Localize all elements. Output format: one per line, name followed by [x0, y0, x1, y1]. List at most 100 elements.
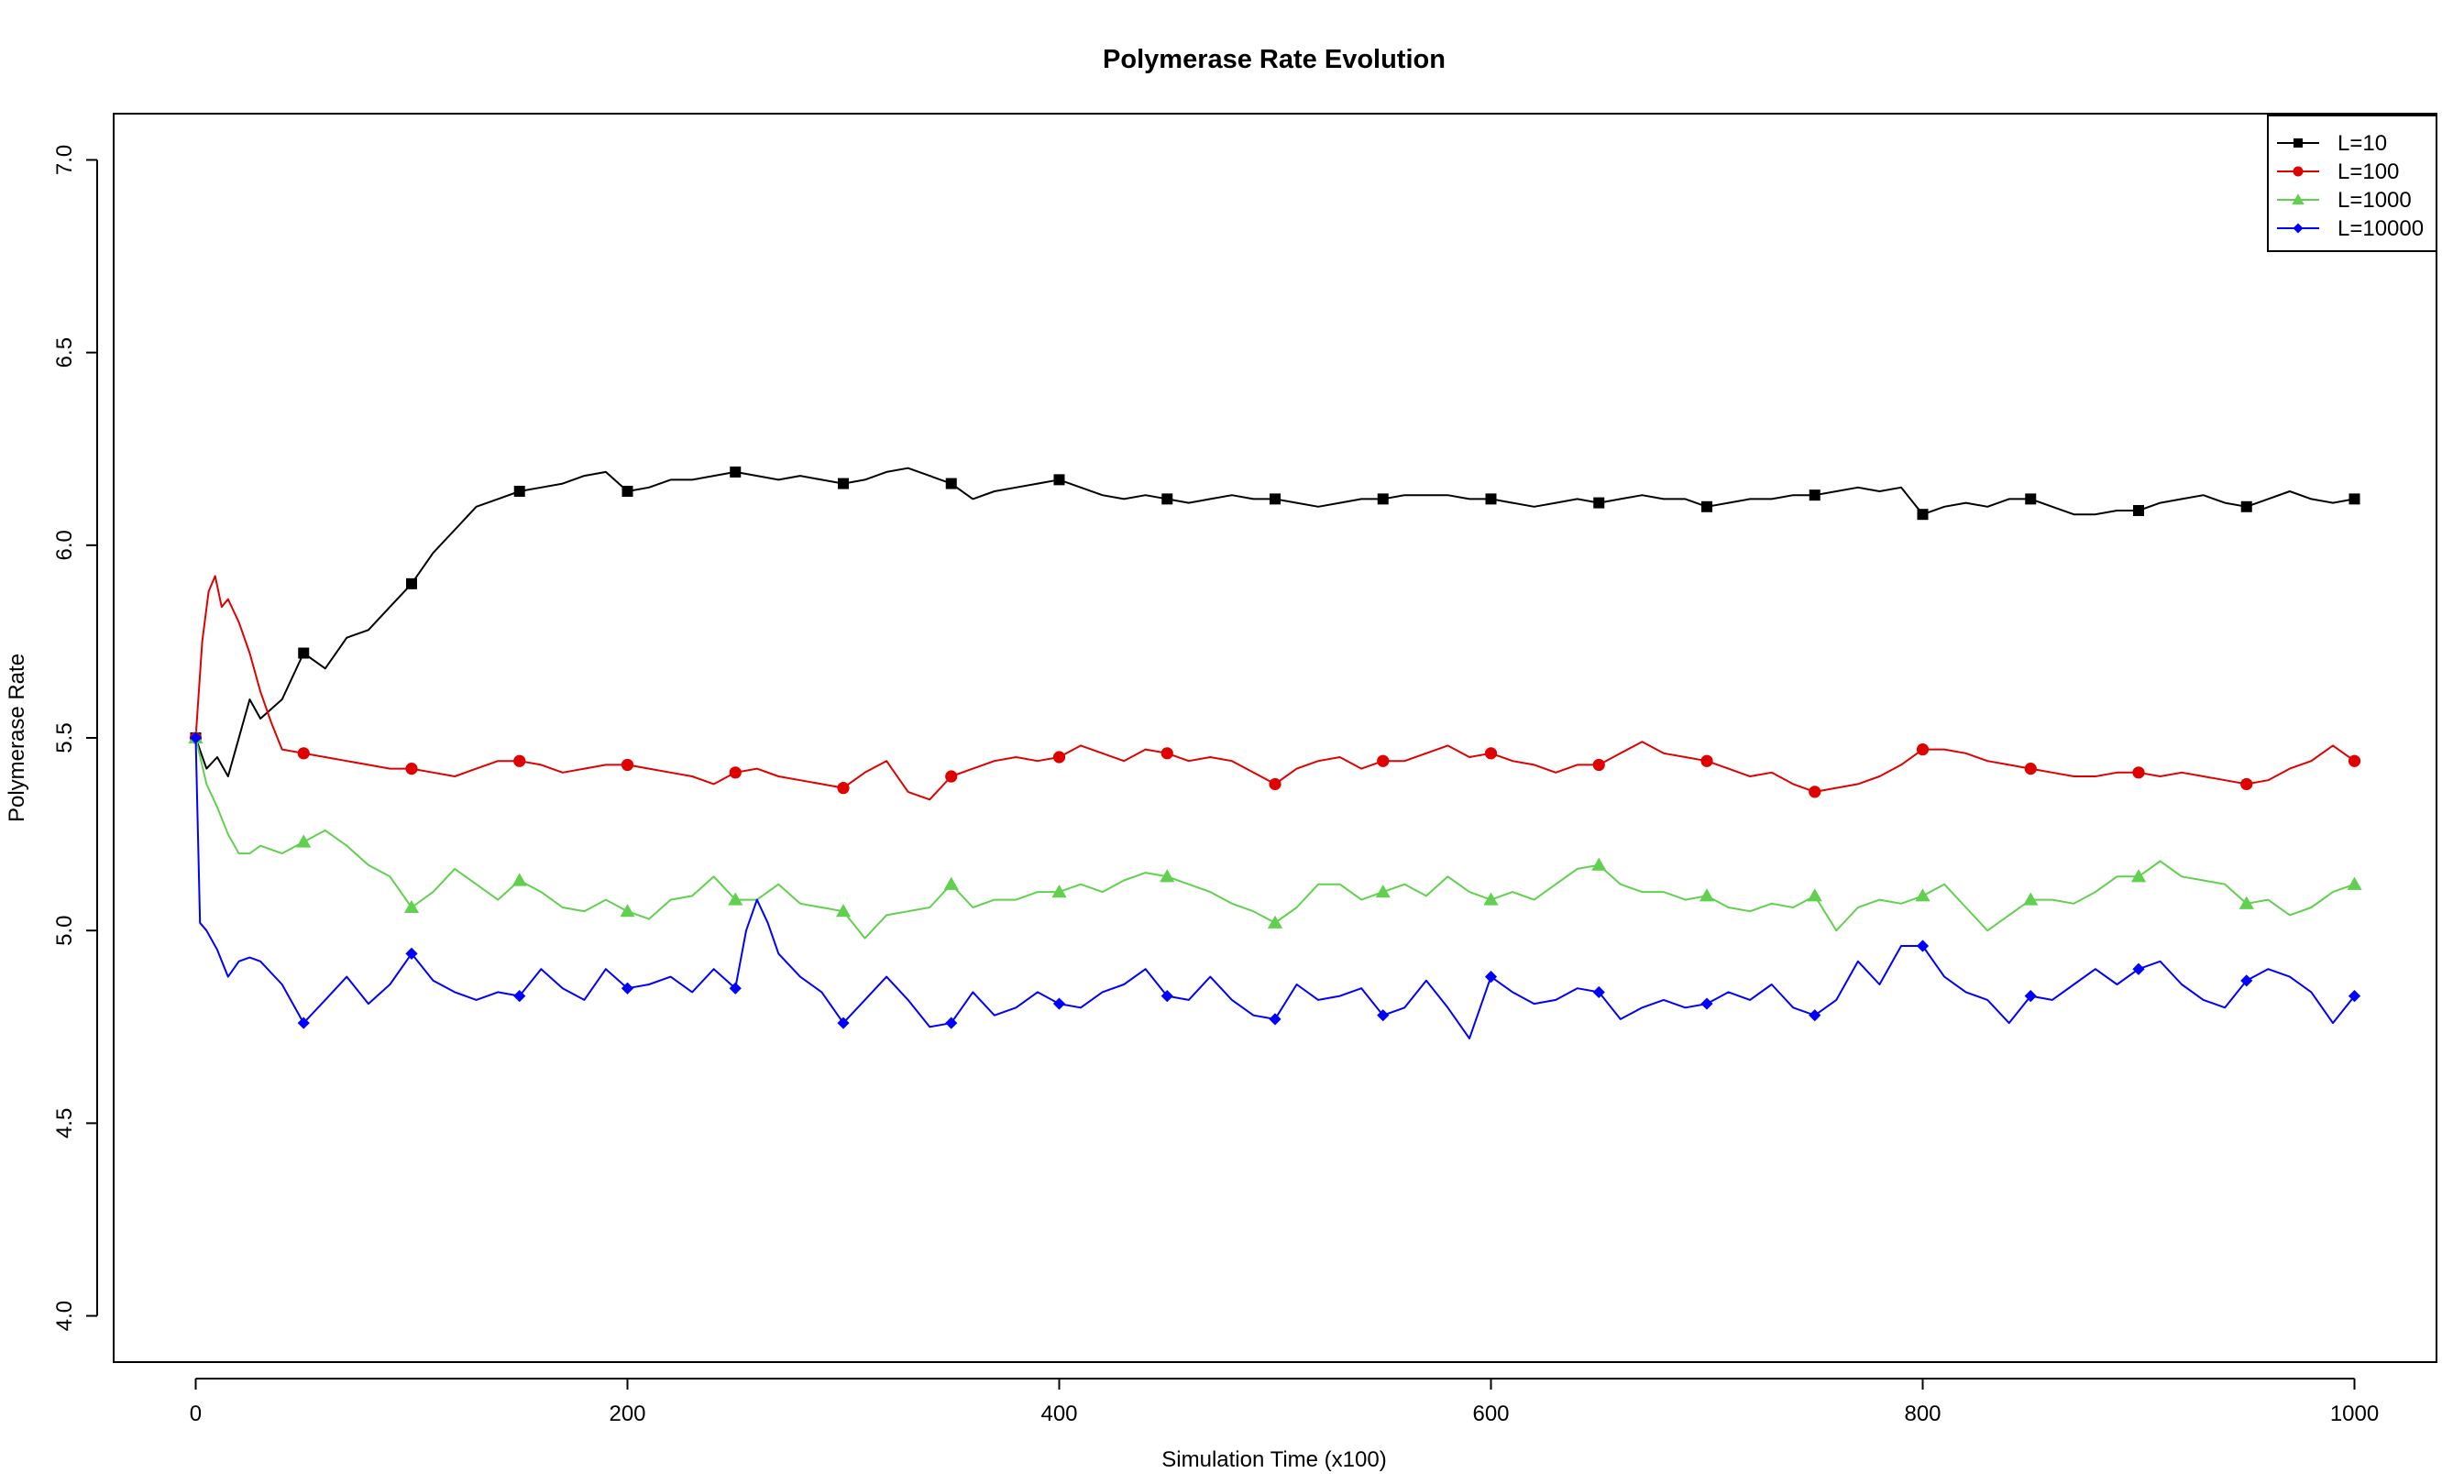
data-point-l-10 [513, 485, 525, 497]
y-tick-label: 4.0 [52, 1301, 77, 1331]
data-point-l-1000 [2347, 876, 2362, 890]
x-tick-label: 1000 [2330, 1402, 2379, 1426]
data-point-l-10 [1809, 489, 1820, 501]
data-point-l-10000 [1700, 997, 1713, 1010]
series-line-l-10 [194, 467, 2355, 777]
legend-marker-l-100 [2293, 166, 2304, 177]
data-point-l-1000 [512, 873, 527, 886]
plot-frame [113, 113, 2437, 1363]
x-tick-label: 800 [1904, 1402, 1941, 1426]
data-point-l-100 [405, 763, 418, 775]
data-point-l-100 [2024, 763, 2037, 775]
data-point-l-10 [2240, 500, 2252, 512]
data-point-l-10000 [189, 731, 203, 744]
data-point-l-100 [2240, 777, 2253, 791]
data-point-l-100 [1052, 751, 1066, 764]
legend-label-l-1000: L=1000 [2338, 188, 2412, 213]
data-point-l-100 [1700, 754, 1713, 767]
data-point-l-10000 [945, 1017, 958, 1029]
data-point-l-10 [1053, 474, 1065, 486]
data-point-l-10 [1701, 500, 1713, 512]
x-tick-label: 200 [609, 1402, 645, 1426]
data-point-l-100 [513, 754, 526, 767]
series-layer [188, 466, 2362, 1039]
data-point-l-10000 [1592, 985, 1605, 999]
data-point-l-10 [730, 466, 742, 478]
data-point-l-1000 [2130, 869, 2147, 883]
data-point-l-10 [837, 478, 849, 489]
data-point-l-10 [1917, 509, 1929, 521]
data-point-l-10 [298, 647, 310, 659]
series-line-l-1000 [194, 737, 2355, 940]
data-point-l-10 [1377, 493, 1389, 505]
data-point-l-100 [1160, 747, 1173, 760]
data-point-l-10000 [621, 982, 634, 995]
data-point-l-10 [622, 485, 633, 497]
data-point-l-10000 [1160, 990, 1173, 1003]
data-point-l-10 [2348, 493, 2360, 505]
data-point-l-1000 [2238, 896, 2254, 909]
data-point-l-10000 [1809, 1009, 1821, 1022]
data-point-l-100 [1809, 786, 1821, 798]
data-point-l-100 [2132, 766, 2145, 779]
data-point-l-10000 [1269, 1013, 1282, 1026]
data-point-l-1000 [1375, 885, 1391, 898]
data-point-l-1000 [1807, 888, 1822, 902]
data-point-l-100 [1916, 743, 1930, 756]
series-l-10 [190, 466, 2360, 777]
series-l-1000 [188, 730, 2362, 940]
data-point-l-10 [1161, 493, 1173, 505]
series-l-10000 [189, 731, 2361, 1039]
data-point-l-1000 [620, 904, 635, 918]
data-point-l-1000 [1051, 885, 1067, 898]
data-point-l-10000 [2240, 974, 2253, 987]
series-line-l-100 [194, 575, 2356, 801]
data-point-l-10 [2025, 493, 2037, 505]
data-point-l-1000 [296, 834, 312, 848]
y-tick-label: 5.0 [52, 915, 77, 945]
y-tick-label: 7.0 [52, 145, 77, 175]
data-point-l-10 [945, 478, 957, 489]
x-tick-label: 400 [1040, 1402, 1077, 1426]
x-axis: 0 200 400 600 800 1000 [190, 1378, 2379, 1426]
data-point-l-100 [837, 782, 850, 795]
data-point-l-1000 [1915, 888, 1930, 902]
data-point-l-1000 [1160, 869, 1175, 883]
data-point-l-10 [1593, 497, 1605, 509]
y-tick-label: 4.5 [52, 1108, 77, 1138]
data-point-l-100 [945, 770, 958, 783]
data-point-l-10000 [1052, 997, 1066, 1010]
data-point-l-1000 [835, 904, 852, 918]
data-point-l-1000 [403, 899, 420, 914]
y-axis: 4.0 4.5 5.0 5.5 6.0 6.5 7.0 [52, 145, 98, 1331]
data-point-l-1000 [1267, 915, 1283, 929]
x-tick-label: 0 [190, 1402, 202, 1426]
data-point-l-1000 [1699, 888, 1715, 902]
data-point-l-100 [621, 758, 634, 772]
legend-marker-l-10 [2294, 138, 2303, 148]
data-point-l-10000 [2348, 990, 2361, 1003]
legend-label-l-10000: L=10000 [2338, 216, 2424, 241]
legend-label-l-100: L=100 [2338, 159, 2399, 184]
data-point-l-10000 [2024, 990, 2037, 1003]
data-point-l-10000 [837, 1017, 850, 1029]
data-point-l-10000 [513, 990, 526, 1003]
data-point-l-10000 [1916, 940, 1930, 952]
data-point-l-10000 [1484, 971, 1498, 984]
data-point-l-10000 [405, 947, 418, 961]
data-point-l-10 [2133, 504, 2145, 516]
data-point-l-1000 [1483, 892, 1499, 906]
data-point-l-10000 [297, 1017, 310, 1029]
data-point-l-10000 [1377, 1009, 1390, 1022]
x-tick-label: 600 [1472, 1402, 1509, 1426]
data-point-l-10000 [729, 982, 742, 995]
x-axis-label: Simulation Time (x100) [1161, 1447, 1386, 1472]
data-point-l-1000 [728, 892, 743, 906]
data-point-l-100 [297, 747, 310, 760]
data-point-l-100 [2348, 754, 2361, 767]
y-tick-label: 5.5 [52, 722, 77, 753]
legend-marker-l-1000 [2292, 193, 2304, 205]
data-point-l-100 [1592, 758, 1605, 772]
